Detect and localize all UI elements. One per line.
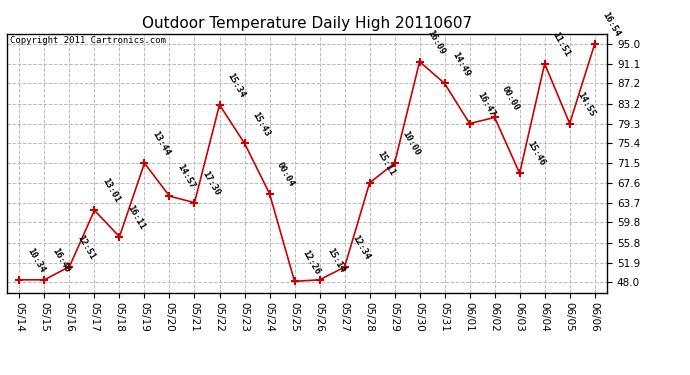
Text: 11:51: 11:51 bbox=[550, 30, 571, 58]
Text: 16:54: 16:54 bbox=[600, 10, 622, 38]
Text: 10:34: 10:34 bbox=[25, 246, 46, 274]
Text: Copyright 2011 Cartronics.com: Copyright 2011 Cartronics.com bbox=[10, 36, 166, 45]
Text: 10:00: 10:00 bbox=[400, 130, 422, 158]
Text: 16:09: 16:09 bbox=[425, 28, 446, 56]
Text: 00:04: 00:04 bbox=[275, 160, 296, 188]
Text: 15:46: 15:46 bbox=[525, 140, 546, 168]
Text: 13:44: 13:44 bbox=[150, 130, 171, 158]
Text: 12:51: 12:51 bbox=[75, 233, 96, 261]
Text: 00:00: 00:00 bbox=[500, 84, 522, 112]
Text: 14:57: 14:57 bbox=[175, 163, 196, 190]
Text: 14:55: 14:55 bbox=[575, 90, 596, 118]
Text: 12:34: 12:34 bbox=[350, 234, 371, 262]
Text: 12:26: 12:26 bbox=[300, 248, 322, 276]
Text: 15:11: 15:11 bbox=[375, 150, 396, 177]
Text: 16:11: 16:11 bbox=[125, 203, 146, 231]
Text: 15:14: 15:14 bbox=[325, 246, 346, 274]
Text: 16:40: 16:40 bbox=[50, 246, 71, 274]
Text: 16:47: 16:47 bbox=[475, 90, 496, 118]
Title: Outdoor Temperature Daily High 20110607: Outdoor Temperature Daily High 20110607 bbox=[142, 16, 472, 31]
Text: 13:01: 13:01 bbox=[100, 177, 121, 205]
Text: 15:34: 15:34 bbox=[225, 72, 246, 99]
Text: 15:43: 15:43 bbox=[250, 110, 271, 138]
Text: 17:30: 17:30 bbox=[200, 170, 221, 197]
Text: 14:49: 14:49 bbox=[450, 50, 471, 78]
